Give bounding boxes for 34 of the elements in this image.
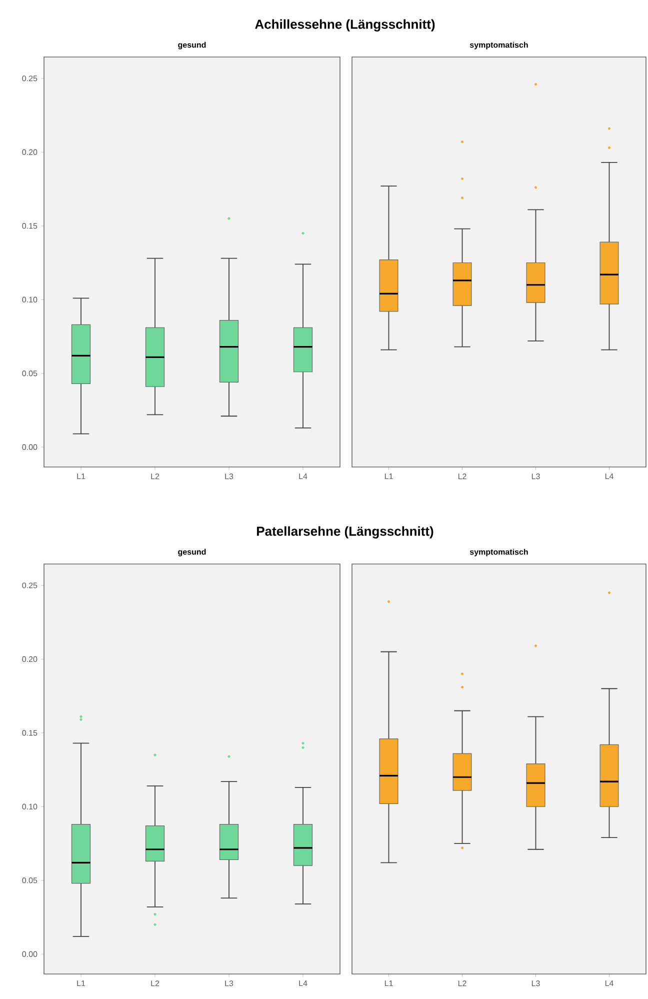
x-tick-label: L2	[458, 980, 466, 986]
chart-subtitle: gesund	[178, 42, 206, 50]
y-tick-label: 0.20	[22, 149, 38, 155]
y-tick-label: 0.10	[22, 296, 38, 302]
y-tick-label: 0.20	[22, 656, 38, 662]
chart-subtitle: gesund	[178, 548, 206, 556]
x-tick-label: L1	[77, 474, 86, 480]
chart-subtitle: symptomatisch	[470, 42, 528, 50]
chart-title: Achillessehne (Längsschnitt)	[255, 19, 435, 32]
y-tick-label: 0.25	[22, 76, 38, 82]
x-tick-label: L4	[605, 980, 614, 986]
y-tick-label: 0.25	[22, 582, 38, 588]
y-tick-label: 0.15	[22, 223, 38, 229]
y-tick-label: 0.05	[22, 370, 38, 376]
x-tick-label: L1	[77, 980, 86, 986]
x-tick-label: L4	[605, 474, 614, 480]
x-tick-label: L4	[299, 474, 308, 480]
y-tick-label: 0.00	[22, 951, 38, 957]
y-tick-label: 0.15	[22, 730, 38, 736]
y-tick-label: 0.10	[22, 804, 38, 810]
y-tick-label: 0.00	[22, 444, 38, 450]
x-tick-label: L2	[151, 980, 160, 986]
x-tick-label: L4	[299, 980, 308, 986]
x-tick-label: L1	[384, 980, 393, 986]
x-tick-label: L3	[532, 474, 540, 480]
x-tick-label: L3	[532, 980, 540, 986]
x-tick-label: L3	[225, 980, 234, 986]
x-tick-label: L2	[458, 474, 466, 480]
y-tick-label: 0.05	[22, 878, 38, 884]
x-tick-label: L2	[151, 474, 160, 480]
chart-title: Patellarsehne (Längsschnitt)	[257, 526, 434, 538]
x-tick-label: L3	[225, 474, 234, 480]
x-tick-label: L1	[384, 474, 393, 480]
chart-subtitle: symptomatisch	[470, 548, 528, 556]
